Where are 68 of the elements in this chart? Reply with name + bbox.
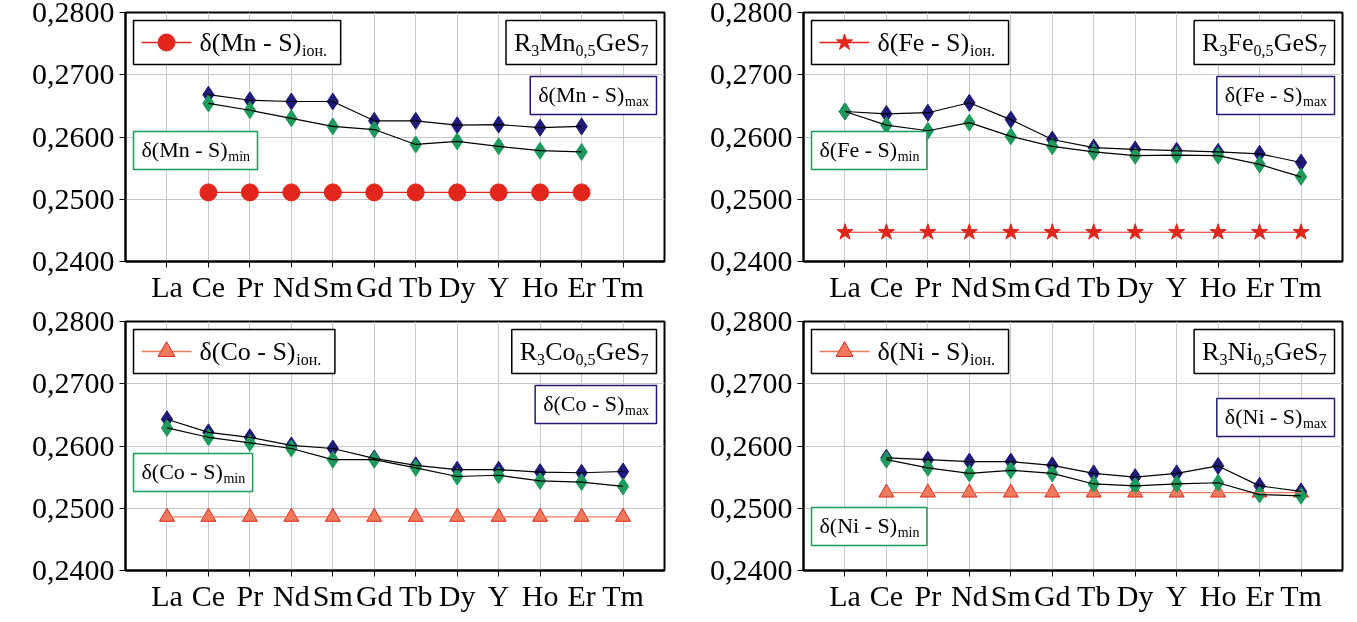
y-tick-label: 0,2700 [32,366,115,400]
x-tick-label: Nd [951,269,988,303]
x-tick-label: Nd [273,578,310,612]
x-tick-label: Nd [951,578,988,612]
y-tick-label: 0,2500 [710,181,793,215]
x-tick-label: Y [487,578,510,612]
y-tick-label: 0,2800 [710,304,793,337]
x-tick-label: Dy [1116,578,1154,612]
x-tick-label: Pr [914,269,942,303]
x-tick-label: Ho [1199,578,1237,612]
x-tick-label: La [151,269,183,303]
y-tick-label: 0,2800 [32,0,115,28]
x-tick-label: Er [567,578,596,612]
x-tick-label: Dy [438,269,476,303]
x-tick-label: Ho [521,578,559,612]
x-tick-label: Tm [602,578,644,612]
y-tick-label: 0,2800 [32,304,115,337]
x-tick-label: Tm [602,269,644,303]
x-tick-label: Sm [990,578,1031,612]
x-tick-label: Tb [399,269,433,303]
x-tick-label: Y [487,269,510,303]
y-tick-label: 0,2700 [710,366,793,400]
x-tick-label: Tm [1280,578,1322,612]
x-tick-label: Sm [312,269,353,303]
x-tick-label: Er [1245,269,1274,303]
x-tick-label: Gd [355,269,393,303]
x-tick-label: Pr [236,578,264,612]
y-tick-label: 0,2700 [710,57,793,91]
x-tick-label: Sm [990,269,1031,303]
x-tick-label: Tb [399,578,433,612]
x-tick-label: Dy [1116,269,1154,303]
y-tick-label: 0,2500 [32,181,115,215]
y-tick-label: 0,2500 [710,490,793,524]
y-tick-label: 0,2700 [32,57,115,91]
x-tick-label: Ce [191,269,226,303]
x-tick-label: Y [1165,578,1188,612]
y-tick-label: 0,2600 [710,428,793,462]
y-tick-label: 0,2600 [32,428,115,462]
y-tick-label: 0,2400 [710,553,793,586]
x-tick-label: Dy [438,578,476,612]
x-tick-label: Sm [312,578,353,612]
y-tick-label: 0,2500 [32,490,115,524]
x-tick-label: Tm [1280,269,1322,303]
x-tick-label: Y [1165,269,1188,303]
y-tick-label: 0,2400 [32,553,115,586]
y-tick-label: 0,2600 [710,119,793,153]
x-tick-label: Ce [191,578,226,612]
x-tick-label: La [151,578,183,612]
x-tick-label: Gd [1033,269,1071,303]
y-tick-label: 0,2400 [32,244,115,277]
x-tick-label: Gd [355,578,393,612]
x-tick-label: Nd [273,269,310,303]
x-tick-label: Gd [1033,578,1071,612]
y-tick-label: 0,2600 [32,119,115,153]
x-tick-label: Ho [521,269,559,303]
y-tick-label: 0,2800 [710,0,793,28]
x-tick-label: Ce [869,578,904,612]
x-tick-label: Ce [869,269,904,303]
x-tick-label: Pr [236,269,264,303]
x-tick-label: La [829,269,861,303]
x-tick-label: Er [1245,578,1274,612]
x-tick-label: Er [567,269,596,303]
x-tick-label: Pr [914,578,942,612]
x-tick-label: La [829,578,861,612]
x-tick-label: Tb [1077,578,1111,612]
y-tick-label: 0,2400 [710,244,793,277]
x-tick-label: Tb [1077,269,1111,303]
x-tick-label: Ho [1199,269,1237,303]
